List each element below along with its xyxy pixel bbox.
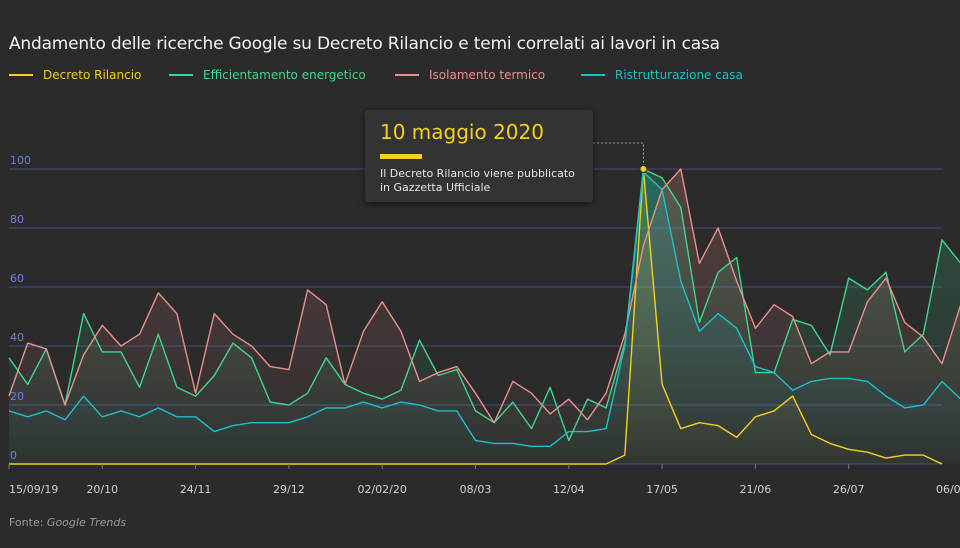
legend-item-decreto-rilancio[interactable]: Decreto Rilancio (9, 68, 141, 82)
x-tick-label: 24/11 (180, 483, 212, 496)
series-area-3 (9, 171, 960, 464)
axis-layer: 0 20 40 60 80 100 15/09/19 20/10 24/11 29/12 02/02… (8, 154, 960, 496)
x-tick-label: 06/09/20 (936, 483, 960, 496)
y-tick-label: 80 (10, 213, 24, 226)
annotation-layer (593, 142, 648, 173)
x-tick-label: 08/03 (460, 483, 492, 496)
legend-label-isolamento: Isolamento termico (429, 68, 546, 82)
x-tick-label: 02/02/20 (357, 483, 406, 496)
source-label: Fonte: (9, 516, 47, 529)
x-tick-label: 26/07 (833, 483, 865, 496)
source-note: Fonte: Google Trends (9, 516, 126, 529)
legend-label-efficientamento: Efficientamento energetico (203, 68, 366, 82)
y-tick-label: 40 (10, 331, 24, 344)
legend: Decreto Rilancio Efficientamento energet… (9, 68, 949, 86)
legend-label-decreto: Decreto Rilancio (43, 68, 142, 82)
annotation-connector (593, 142, 644, 166)
series-line-2 (8, 168, 960, 424)
x-tick-label: 12/04 (553, 483, 585, 496)
legend-swatch-ristrutturazione (581, 74, 605, 76)
area-layer (9, 169, 960, 464)
series-line-1 (8, 168, 960, 442)
y-tick-label: 20 (10, 390, 24, 403)
legend-swatch-decreto (9, 74, 33, 76)
legend-swatch-efficientamento (169, 74, 193, 76)
x-tick-label: 20/10 (86, 483, 118, 496)
x-tick-label: 17/05 (646, 483, 678, 496)
y-tick-label: 100 (10, 154, 31, 167)
annotation-tooltip: 10 maggio 2020 Il Decreto Rilancio viene… (365, 110, 593, 202)
y-tick-label: 0 (10, 449, 17, 462)
legend-swatch-isolamento (395, 74, 419, 76)
y-tick-label: 60 (10, 272, 24, 285)
x-tick-label: 21/06 (740, 483, 772, 496)
tooltip-title: 10 maggio 2020 (380, 120, 544, 144)
series-line-3 (8, 171, 960, 447)
x-tick-label: 29/12 (273, 483, 305, 496)
tooltip-text: Il Decreto Rilancio viene pubblicato in … (380, 167, 575, 194)
legend-item-ristrutturazione[interactable]: Ristrutturazione casa (581, 68, 743, 82)
chart-title: Andamento delle ricerche Google su Decre… (9, 34, 720, 54)
legend-label-ristrutturazione: Ristrutturazione casa (615, 68, 743, 82)
source-name: Google Trends (46, 516, 127, 529)
tooltip-accent-bar (380, 154, 422, 159)
legend-item-efficientamento[interactable]: Efficientamento energetico (169, 68, 366, 82)
x-tick-label: 15/09/19 (9, 483, 58, 496)
legend-item-isolamento[interactable]: Isolamento termico (395, 68, 545, 82)
highlight-point (639, 165, 648, 173)
